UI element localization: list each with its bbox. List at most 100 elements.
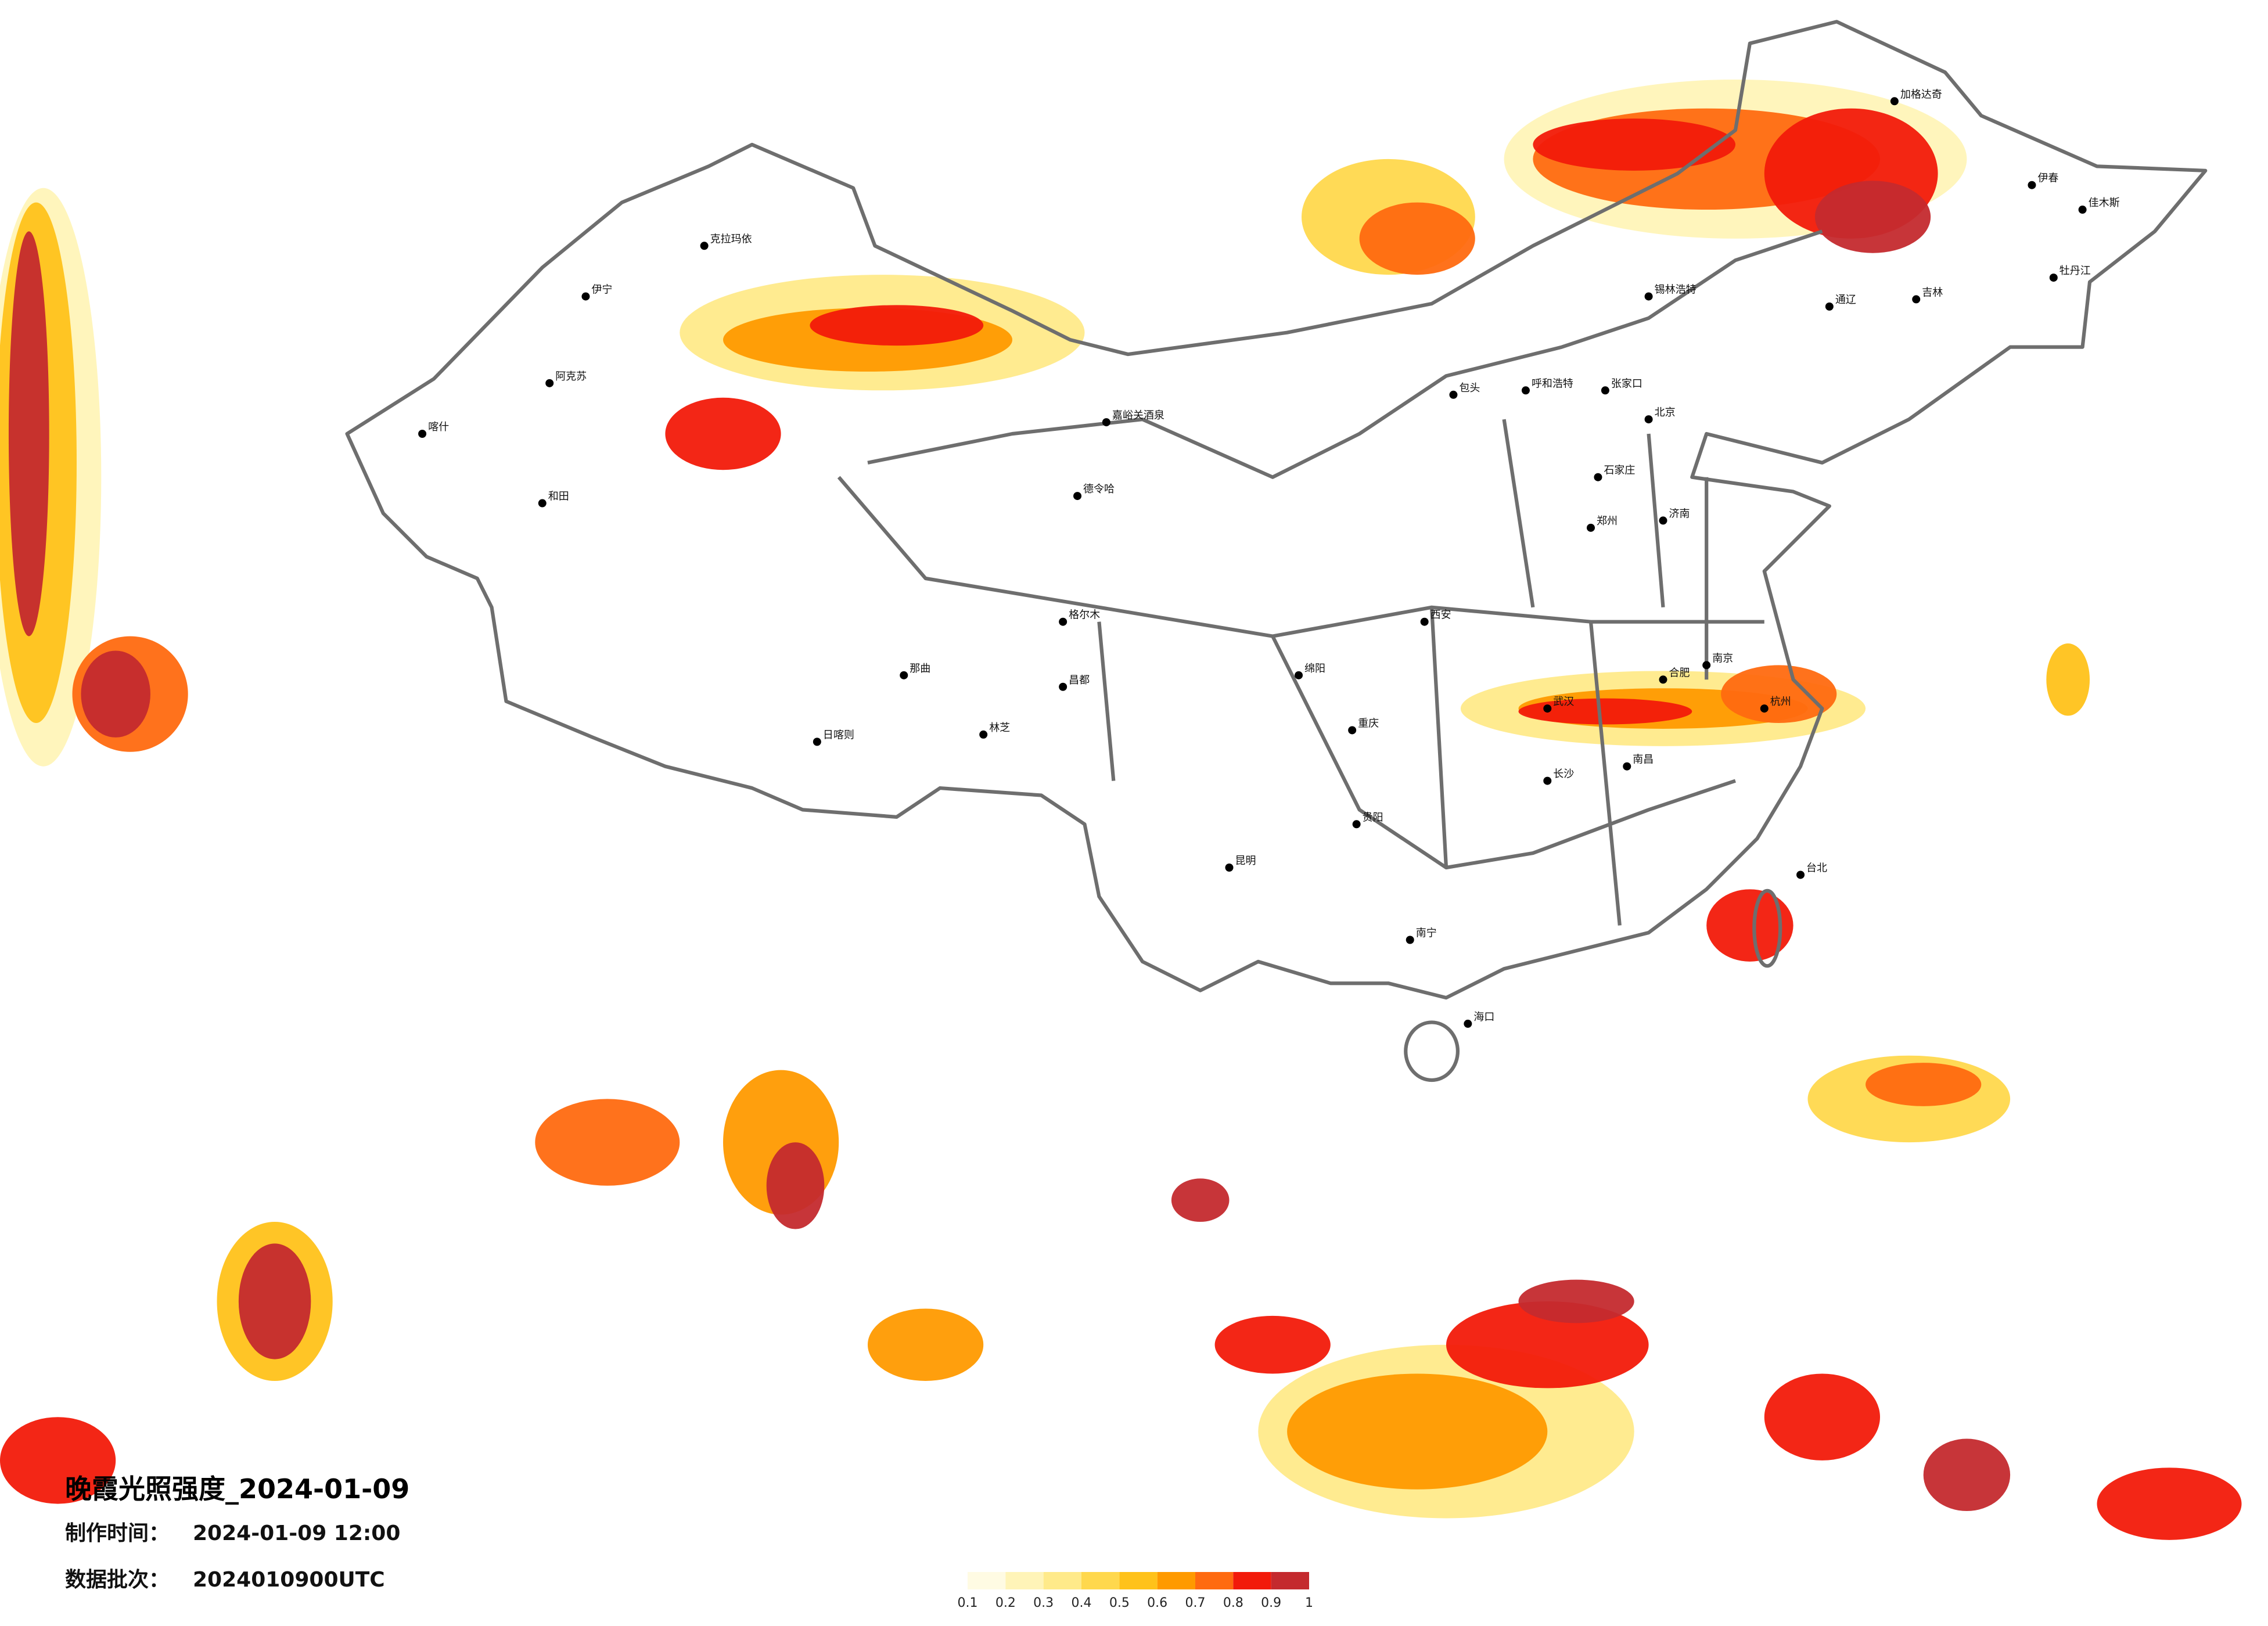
city-label: 张家口 <box>1611 377 1642 390</box>
heat-patch <box>1721 665 1837 723</box>
colorbar-tick-label: 0.4 <box>1072 1596 1092 1610</box>
city-label: 佳木斯 <box>2089 197 2120 209</box>
colorbar-tick-label: 0.6 <box>1147 1596 1167 1610</box>
city-dot <box>1225 864 1234 872</box>
city-label: 格尔木 <box>1069 609 1100 621</box>
colorbar-swatch <box>1005 1572 1044 1589</box>
city-label: 重庆 <box>1358 717 1379 729</box>
city-dot <box>1073 492 1082 501</box>
city-label: 克拉玛依 <box>710 233 752 245</box>
heat-patch <box>2046 643 2090 716</box>
city-label: 石家庄 <box>1604 465 1635 477</box>
heat-patch <box>1866 1063 1982 1106</box>
city-dot <box>700 242 709 250</box>
heat-patch <box>81 650 150 738</box>
city-label: 通辽 <box>1835 294 1856 306</box>
colorbar-tick-label: 0.5 <box>1109 1596 1130 1610</box>
city-label: 昆明 <box>1235 855 1256 867</box>
city-dot <box>1825 302 1834 311</box>
heat-patch <box>1214 1315 1331 1374</box>
city-label: 南昌 <box>1633 754 1654 766</box>
city-dot <box>2078 206 2087 214</box>
city-label: 锡林浩特 <box>1655 283 1696 296</box>
heat-patch <box>1446 1301 1649 1388</box>
city-dot <box>1102 418 1110 427</box>
heat-patch <box>665 397 781 470</box>
city-label: 呼和浩特 <box>1532 377 1573 390</box>
city-dot <box>1295 671 1303 679</box>
heat-patch <box>868 1308 984 1381</box>
colorbar-tick-label: 1 <box>1305 1596 1313 1610</box>
production-time: 2024-01-09 12:00 <box>193 1521 400 1545</box>
heat-patch <box>1923 1438 2011 1512</box>
city-dot <box>1796 870 1805 879</box>
city-label: 西安 <box>1430 609 1451 621</box>
heat-patch <box>1518 1279 1634 1323</box>
city-dot <box>1059 682 1067 691</box>
city-dot <box>1644 292 1653 301</box>
city-label: 合肥 <box>1669 667 1690 679</box>
province-border <box>1502 419 1709 680</box>
city-dot <box>1543 776 1552 785</box>
province-border <box>1097 607 1736 926</box>
colorbar-tick-label: 0.1 <box>958 1596 978 1610</box>
production-time-label: 制作时间： <box>65 1521 170 1545</box>
city-label: 济南 <box>1669 508 1690 520</box>
city-dot <box>1702 661 1711 670</box>
colorbar-tick-label: 0.8 <box>1223 1596 1243 1610</box>
city-label: 台北 <box>1806 862 1827 874</box>
city-dot <box>1912 295 1921 304</box>
province-border <box>867 229 1823 479</box>
city-dot <box>1352 820 1361 829</box>
city-dot <box>418 430 427 438</box>
city-dot <box>581 292 590 301</box>
city-dot <box>538 499 547 508</box>
city-label: 北京 <box>1655 406 1676 419</box>
data-batch-label: 数据批次： <box>65 1568 170 1592</box>
heat-layer <box>0 79 2242 1540</box>
heat-patch <box>1533 118 1735 171</box>
city-label: 杭州 <box>1770 696 1791 708</box>
colorbar: 0.1 0.2 0.3 0.4 0.5 0.6 0.7 0.8 0.9 1 <box>958 1572 1313 1610</box>
city-label: 嘉峪关酒泉 <box>1112 409 1164 422</box>
city-dot <box>1587 523 1595 532</box>
colorbar-swatch <box>1271 1572 1309 1589</box>
city-dot <box>1601 386 1609 395</box>
heat-patch <box>1359 202 1475 275</box>
city-label: 郑州 <box>1597 515 1618 527</box>
city-label: 贵阳 <box>1363 811 1383 823</box>
city-label: 那曲 <box>910 663 930 675</box>
city-label: 和田 <box>548 491 569 503</box>
colorbar-tick-label: 0.3 <box>1033 1596 1054 1610</box>
hainan <box>1404 1020 1460 1082</box>
city-dot <box>2049 274 2058 282</box>
colorbar-swatch <box>1043 1572 1081 1589</box>
city-dot <box>1890 97 1899 106</box>
city-label: 昌都 <box>1069 674 1090 686</box>
colorbar-swatch <box>1081 1572 1120 1589</box>
city-dot <box>1543 704 1552 713</box>
city-label: 绵阳 <box>1304 663 1325 675</box>
city-dot <box>979 730 988 739</box>
colorbar-tick-label: 0.2 <box>995 1596 1016 1610</box>
heat-patch <box>1814 181 1931 253</box>
colorbar-swatch <box>968 1572 1006 1589</box>
taiwan <box>1752 888 1782 968</box>
city-label: 德令哈 <box>1083 483 1115 495</box>
city-label: 牡丹江 <box>2059 265 2091 277</box>
city-dot <box>813 738 821 746</box>
city-label: 喀什 <box>428 421 449 433</box>
city-label: 武汉 <box>1553 696 1574 708</box>
heat-patch <box>2097 1467 2242 1540</box>
city-label: 南京 <box>1712 652 1733 664</box>
colorbar-tick-label: 0.7 <box>1185 1596 1206 1610</box>
colorbar-swatch <box>1119 1572 1158 1589</box>
city-dot <box>1464 1019 1472 1028</box>
city-label: 南宁 <box>1416 927 1437 940</box>
city-dot <box>1623 762 1631 771</box>
country-border <box>345 20 2208 1000</box>
heat-patch <box>810 305 984 346</box>
